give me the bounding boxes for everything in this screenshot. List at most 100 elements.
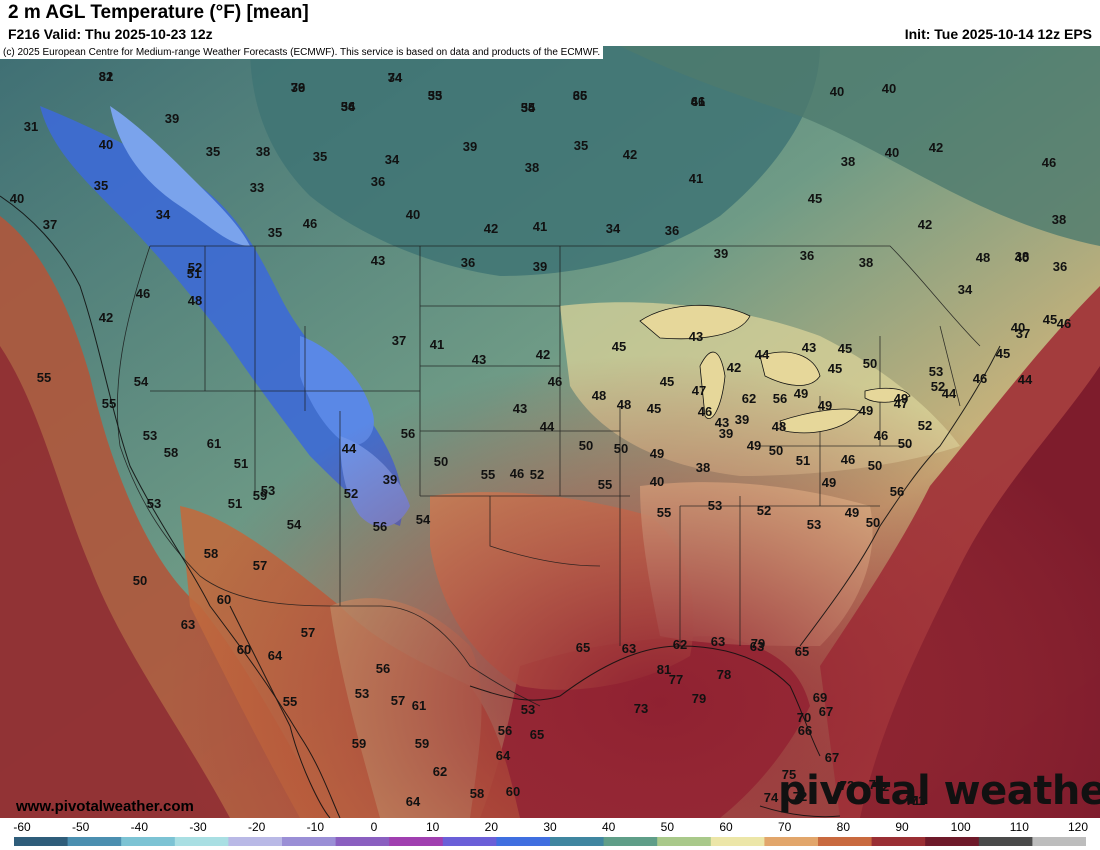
temperature-value: 53 xyxy=(929,364,943,379)
temperature-value: 46 xyxy=(841,452,855,467)
temperature-value: 40 xyxy=(406,207,420,222)
gulf-warm-overlay xyxy=(0,46,1100,818)
temperature-value: 79 xyxy=(751,636,765,651)
temperature-value: 34 xyxy=(341,99,356,114)
temperature-value: 52 xyxy=(918,418,932,433)
temperature-value: 50 xyxy=(863,356,877,371)
temperature-value: 53 xyxy=(807,517,821,532)
temperature-value: 40 xyxy=(882,81,896,96)
gulf-coast xyxy=(469,645,821,757)
temperature-value: 39 xyxy=(383,472,397,487)
temperature-value: 46 xyxy=(303,216,317,231)
temperature-value: 39 xyxy=(719,426,733,441)
colorbar-tick: 120 xyxy=(1067,820,1089,834)
temperature-value: 67 xyxy=(819,704,833,719)
temperature-value: 41 xyxy=(691,94,705,109)
temperature-value: 72 xyxy=(840,778,854,793)
temperature-value: 45 xyxy=(660,374,674,389)
temperature-value: 64 xyxy=(268,648,283,663)
temperature-value: 35 xyxy=(94,178,108,193)
temperature-value: 65 xyxy=(795,644,809,659)
temperature-value: 50 xyxy=(898,436,912,451)
temperature-value: 59 xyxy=(415,736,429,751)
colorbar-segment xyxy=(603,837,658,846)
temperature-value: 70 xyxy=(797,710,811,725)
temperature-value: 57 xyxy=(301,625,315,640)
temperature-value: 45 xyxy=(647,401,661,416)
temperature-value: 48 xyxy=(976,250,990,265)
colorbar-segment xyxy=(67,837,122,846)
colorbar-tick: -20 xyxy=(247,820,266,834)
temperature-value: 43 xyxy=(371,253,385,268)
temperature-value: 50 xyxy=(866,515,880,530)
temperature-value: 43 xyxy=(689,329,703,344)
temperature-value: 36 xyxy=(461,255,475,270)
temperature-value: 52 xyxy=(530,467,544,482)
temperature-value: 34 xyxy=(958,282,973,297)
temperature-value: 55 xyxy=(37,370,51,385)
temperature-value: 56 xyxy=(773,391,787,406)
website-label[interactable]: www.pivotalweather.com xyxy=(16,798,194,815)
colorbar-ticks: -60 -50 -40 -30 -20 -10 0 10 20 30 40 50 60 70 80 90 100… xyxy=(0,820,1100,834)
temperature-value: 35 xyxy=(574,138,588,153)
colorbar-segment xyxy=(550,837,605,846)
colorbar-tick: -30 xyxy=(189,820,207,834)
temperature-value: 77 xyxy=(669,672,683,687)
temperature-value: 36 xyxy=(291,80,305,95)
temperature-value: 81 xyxy=(99,69,113,84)
temperature-value: 38 xyxy=(859,255,873,270)
temperature-value: 37 xyxy=(1016,326,1030,341)
temperature-value: 41 xyxy=(430,337,444,352)
temperature-value: 51 xyxy=(796,453,810,468)
temperature-value: 43 xyxy=(802,340,816,355)
temperature-value: 39 xyxy=(735,412,749,427)
temperature-value: 42 xyxy=(536,347,550,362)
temperature-value: 42 xyxy=(918,217,932,232)
lake-superior xyxy=(639,304,751,340)
temperature-value: 66 xyxy=(691,94,705,109)
temperature-value: 55 xyxy=(657,505,671,520)
init-time: Init: Tue 2025-10-14 12z EPS xyxy=(904,26,1092,42)
colorbar-tick: 20 xyxy=(484,820,499,834)
temperature-map[interactable]: 32 36 34 35 34 34 36 41 31 39 40 35 38 35 34 39 35 42 38 41… xyxy=(0,46,1100,818)
temperature-value: 55 xyxy=(521,100,535,115)
temperature-value: 47 xyxy=(692,383,706,398)
temperature-value: 58 xyxy=(164,445,178,460)
temperature-value: 39 xyxy=(463,139,477,154)
temperature-value: 32 xyxy=(99,69,113,84)
temperature-value: 74 xyxy=(764,790,779,805)
temperature-value: 53 xyxy=(428,88,442,103)
temperature-value: 65 xyxy=(576,640,590,655)
temperature-value: 44 xyxy=(755,347,770,362)
temperature-value: 40 xyxy=(885,145,899,160)
temperature-value: 46 xyxy=(1057,316,1071,331)
temperature-value: 58 xyxy=(470,786,484,801)
temperature-value: 60 xyxy=(237,642,251,657)
temperature-value: 35 xyxy=(428,88,442,103)
temperature-value: 50 xyxy=(769,443,783,458)
temperature-value: 40 xyxy=(830,84,844,99)
temperature-value: 64 xyxy=(406,794,421,809)
temperature-value: 45 xyxy=(612,339,626,354)
map-title: 2 m AGL Temperature (°F) [mean] xyxy=(8,2,309,23)
temperature-value: 65 xyxy=(530,727,544,742)
temperature-value: 72 xyxy=(875,779,889,794)
temperature-value: 40 xyxy=(1015,250,1029,265)
colorbar-tick: 100 xyxy=(950,820,971,834)
border-line-12 xyxy=(489,496,601,567)
temperature-value: 49 xyxy=(859,403,873,418)
temperature-value: 42 xyxy=(484,221,498,236)
cuba-coast xyxy=(759,805,841,818)
temperature-value: 46 xyxy=(874,428,888,443)
temperature-value: 58 xyxy=(204,546,218,561)
temperature-value: 56 xyxy=(890,484,904,499)
temperature-value: 36 xyxy=(665,223,679,238)
temperature-value: 53 xyxy=(355,686,369,701)
temperature-value: 57 xyxy=(253,558,267,573)
colorbar-tick: 0 xyxy=(370,820,378,834)
temperature-value: 69 xyxy=(813,690,827,705)
temperature-value: 37 xyxy=(392,333,406,348)
temperature-value: 62 xyxy=(742,391,756,406)
temperature-value: 49 xyxy=(818,398,832,413)
copyright-notice: (c) 2025 European Centre for Medium-rang… xyxy=(0,46,604,59)
